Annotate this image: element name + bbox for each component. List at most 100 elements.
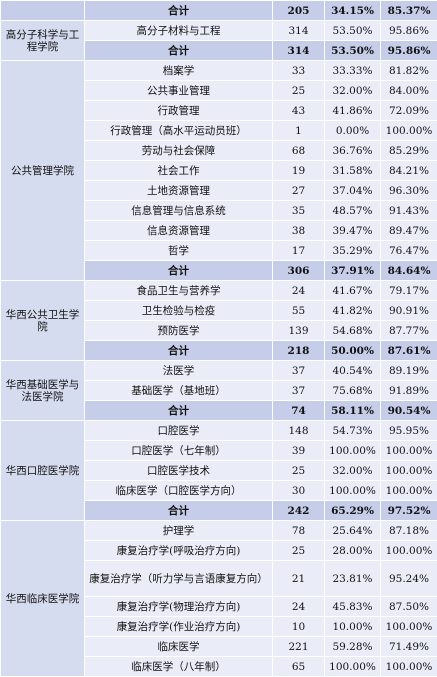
count-cell: 37 [273,361,325,381]
rate2-cell: 84.00% [381,81,437,101]
rate2-cell: 85.37% [381,1,437,21]
major-cell: 公共事业管理 [85,81,273,101]
count-cell: 314 [273,21,325,41]
rate1-cell: 41.82% [325,301,381,321]
count-cell: 21 [273,561,325,597]
rate1-cell: 28.00% [325,541,381,561]
count-cell: 314 [273,41,325,61]
college-cell: 高分子科学与工程学院 [1,21,85,61]
count-cell: 242 [273,501,325,521]
rate2-cell: 84.64% [381,261,437,281]
major-cell: 预防医学 [85,321,273,341]
count-cell: 10 [273,617,325,637]
rate1-cell: 54.68% [325,321,381,341]
count-cell: 25 [273,81,325,101]
rate1-cell: 53.50% [325,41,381,61]
major-cell: 康复治疗学(呼吸治疗方向) [85,541,273,561]
major-cell: 基础医学（基地班） [85,381,273,401]
count-cell: 78 [273,521,325,541]
count-cell: 24 [273,597,325,617]
rate2-cell: 95.86% [381,41,437,61]
count-cell: 221 [273,637,325,657]
rate1-cell: 40.54% [325,361,381,381]
major-cell: 劳动与社会保障 [85,141,273,161]
rate1-cell: 35.29% [325,241,381,261]
major-cell: 合计 [85,341,273,361]
count-cell: 39 [273,441,325,461]
rate2-cell: 91.43% [381,201,437,221]
major-cell: 信息管理与信息系统 [85,201,273,221]
rate1-cell: 41.67% [325,281,381,301]
rate2-cell: 90.54% [381,401,437,421]
major-cell: 口腔医学（七年制） [85,441,273,461]
rate2-cell: 100.00% [381,121,437,141]
count-cell: 218 [273,341,325,361]
count-cell: 33 [273,61,325,81]
rate2-cell: 79.17% [381,281,437,301]
count-cell: 24 [273,281,325,301]
college-cell: 华西公共卫生学院 [1,281,85,361]
major-cell: 食品卫生与营养学 [85,281,273,301]
rate1-cell: 100.00% [325,441,381,461]
rate2-cell: 95.95% [381,421,437,441]
rate2-cell: 76.47% [381,241,437,261]
rate1-cell: 58.11% [325,401,381,421]
rate1-cell: 39.47% [325,221,381,241]
rate1-cell: 59.28% [325,637,381,657]
major-cell: 护理学 [85,521,273,541]
rate1-cell: 10.00% [325,617,381,637]
rate1-cell: 54.73% [325,421,381,441]
rate1-cell: 53.50% [325,21,381,41]
major-cell: 康复治疗学(作业治疗方向) [85,617,273,637]
rate1-cell: 41.86% [325,101,381,121]
college-cell: 华西基础医学与法医学院 [1,361,85,421]
major-cell: 信息资源管理 [85,221,273,241]
rate2-cell: 100.00% [381,481,437,501]
rate2-cell: 89.47% [381,221,437,241]
major-cell: 临床医学 [85,637,273,657]
rate2-cell: 100.00% [381,441,437,461]
count-cell: 38 [273,221,325,241]
rate2-cell: 71.49% [381,637,437,657]
rate1-cell: 33.33% [325,61,381,81]
rate2-cell: 100.00% [381,541,437,561]
count-cell: 68 [273,141,325,161]
major-cell: 行政管理（高水平运动员班） [85,121,273,141]
count-cell: 205 [273,1,325,21]
rate2-cell: 100.00% [381,617,437,637]
rate1-cell: 25.64% [325,521,381,541]
major-cell: 康复治疗学(物理治疗方向) [85,597,273,617]
rate1-cell: 48.57% [325,201,381,221]
rate2-cell: 87.18% [381,521,437,541]
major-cell: 康复治疗学（听力学与言语康复方向） [85,561,273,597]
rate2-cell: 85.29% [381,141,437,161]
major-cell: 行政管理 [85,101,273,121]
major-cell: 合计 [85,501,273,521]
rate1-cell: 34.15% [325,1,381,21]
college-cell: 华西口腔医学院 [1,421,85,521]
major-cell: 档案学 [85,61,273,81]
college-cell: 华西临床医学院 [1,521,85,677]
rate1-cell: 65.29% [325,501,381,521]
count-cell: 25 [273,541,325,561]
major-cell: 合计 [85,261,273,281]
rate2-cell: 84.21% [381,161,437,181]
major-cell: 土地资源管理 [85,181,273,201]
rate2-cell: 87.77% [381,321,437,341]
rate1-cell: 32.00% [325,461,381,481]
rate1-cell: 75.68% [325,381,381,401]
major-cell: 哲学 [85,241,273,261]
college-cell [1,1,85,21]
count-cell: 139 [273,321,325,341]
count-cell: 148 [273,421,325,441]
count-cell: 30 [273,481,325,501]
